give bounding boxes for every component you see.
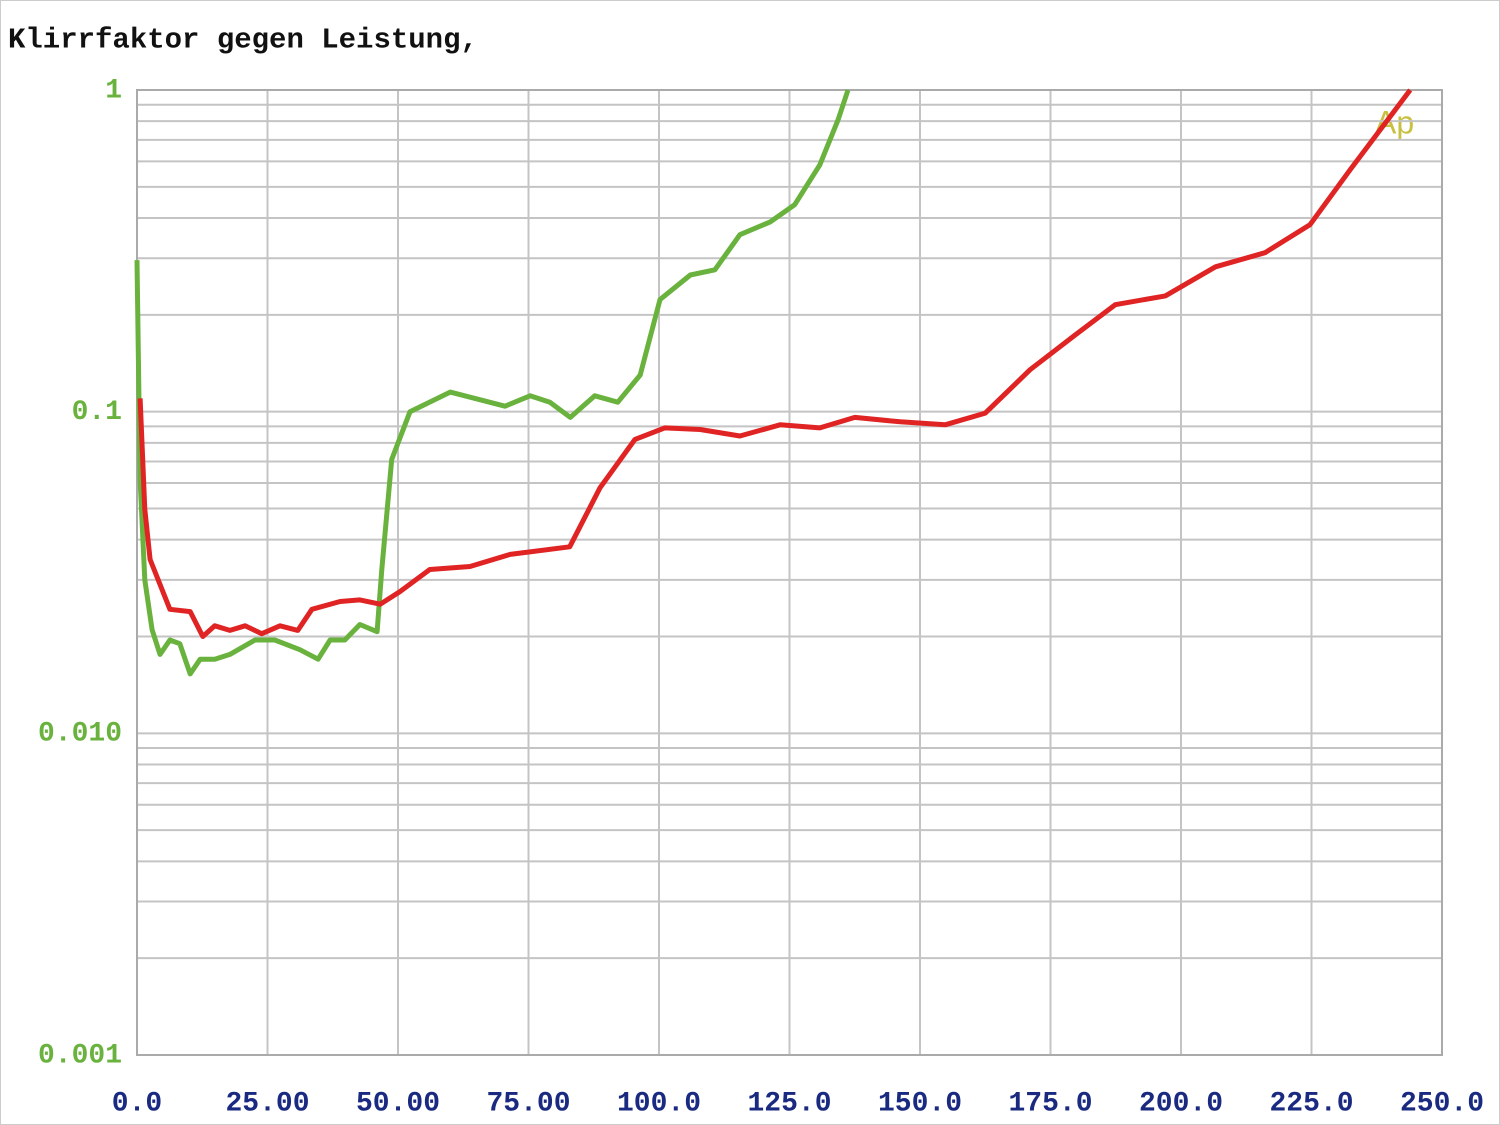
x-tick-label: 225.0	[1269, 1088, 1353, 1119]
y-tick-label: 0.001	[38, 1040, 122, 1071]
x-tick-label: 150.0	[878, 1088, 962, 1119]
y-tick-label: 0.010	[38, 719, 122, 750]
y-tick-label: 1	[105, 75, 122, 106]
y-tick-label: 0.1	[72, 397, 122, 428]
x-tick-label: 250.0	[1400, 1088, 1484, 1119]
x-tick-label: 25.00	[225, 1088, 309, 1119]
data-line	[134, 89, 851, 677]
data-line	[137, 88, 1413, 639]
x-tick-label: 175.0	[1008, 1088, 1092, 1119]
x-tick-label: 0.0	[112, 1088, 162, 1119]
chart-title: Klirrfaktor gegen Leistung,	[8, 24, 478, 57]
x-tick-label: 125.0	[747, 1088, 831, 1119]
x-tick-label: 200.0	[1139, 1088, 1223, 1119]
plot-frame	[136, 89, 1443, 1056]
x-tick-label: 100.0	[617, 1088, 701, 1119]
x-tick-label: 50.00	[356, 1088, 440, 1119]
x-tick-label: 75.00	[486, 1088, 570, 1119]
